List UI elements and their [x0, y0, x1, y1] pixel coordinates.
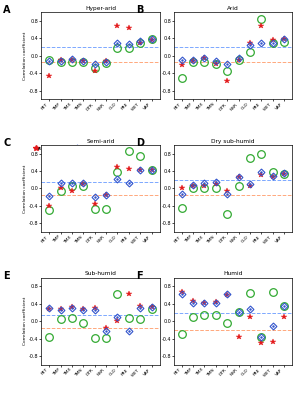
Title: Semi-arid: Semi-arid — [86, 139, 115, 144]
Y-axis label: Correlation coefficient: Correlation coefficient — [23, 164, 27, 213]
Text: C: C — [4, 138, 11, 148]
Title: Arid: Arid — [227, 6, 239, 11]
Text: D: D — [136, 138, 144, 148]
Title: Dry sub-humid: Dry sub-humid — [211, 139, 255, 144]
Text: B: B — [136, 5, 143, 15]
Title: Humid: Humid — [223, 271, 242, 276]
Title: Sub-humid: Sub-humid — [84, 271, 116, 276]
Title: Hyper-arid: Hyper-arid — [85, 6, 116, 11]
Legend: AE_MRE, AE_Budyko, AE_CR: AE_MRE, AE_Budyko, AE_CR — [34, 145, 92, 152]
Text: E: E — [4, 271, 10, 281]
Text: F: F — [136, 271, 142, 281]
Text: A: A — [4, 5, 11, 15]
Y-axis label: Correlation coefficient: Correlation coefficient — [23, 32, 27, 80]
Y-axis label: Correlation coefficient: Correlation coefficient — [23, 297, 27, 345]
